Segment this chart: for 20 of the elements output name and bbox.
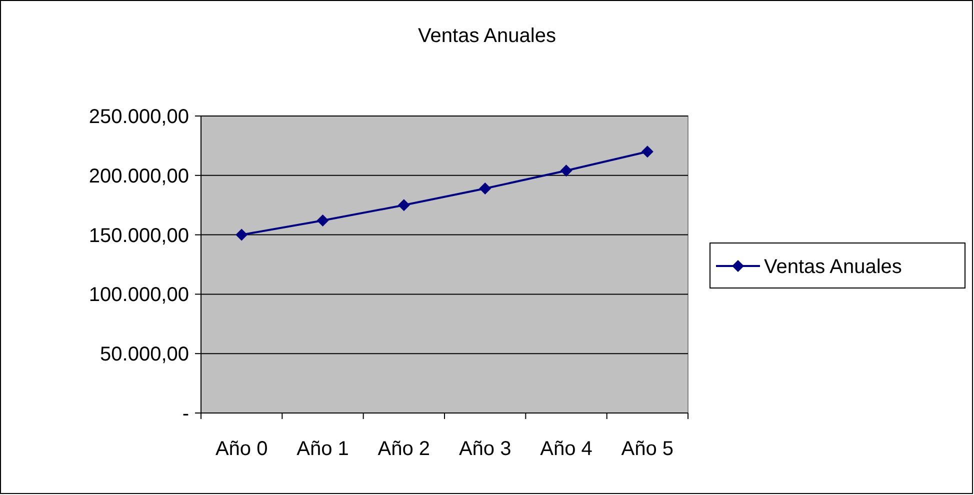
x-tick-label: Año 3 bbox=[458, 438, 512, 460]
x-tick-label: Año 1 bbox=[296, 438, 349, 460]
y-tick-label: 250.000,00 bbox=[88, 106, 189, 128]
legend-label: Ventas Anuales bbox=[764, 256, 902, 278]
x-tick-label: Año 2 bbox=[378, 438, 430, 460]
x-tick-label: Año 0 bbox=[215, 438, 268, 460]
point bbox=[236, 228, 248, 241]
y-tick-label: 200.000,00 bbox=[88, 165, 189, 188]
x-tick-label: Año 4 bbox=[540, 438, 592, 460]
point bbox=[560, 164, 572, 177]
point bbox=[641, 146, 654, 158]
y-tick-label: 100.000,00 bbox=[88, 284, 189, 306]
point bbox=[316, 214, 329, 227]
chart-title: Ventas Anuales bbox=[418, 25, 556, 47]
x-tick-label: Año 5 bbox=[621, 438, 674, 460]
point bbox=[479, 182, 492, 194]
y-tick-label: 50.000,00 bbox=[100, 344, 189, 366]
point bbox=[398, 199, 410, 212]
y-tick-label: 150.000,00 bbox=[88, 224, 189, 247]
y-tick-label: - bbox=[182, 403, 189, 425]
